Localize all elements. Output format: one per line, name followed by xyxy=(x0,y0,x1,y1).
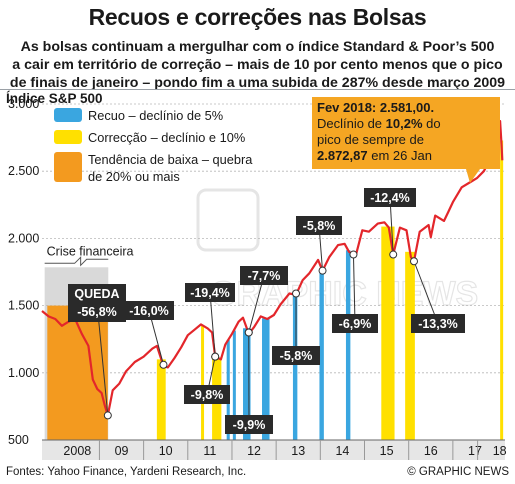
x-tick-label: 14 xyxy=(335,444,349,458)
y-axis-label: Índice S&P 500 xyxy=(6,91,103,106)
band-recuo xyxy=(232,330,236,440)
legend-label: Correcção – declínio e 10% xyxy=(88,130,245,145)
y-tick-label: 1.500 xyxy=(8,299,39,313)
x-tick-label: 15 xyxy=(380,444,394,458)
subtitle-line: As bolsas continuam a mergulhar com o ín… xyxy=(20,39,495,55)
annotation-value: -16,0% xyxy=(129,304,169,318)
annotation-dot xyxy=(318,266,327,275)
callout-line: pico de sempre de xyxy=(317,132,424,147)
x-tick-label: 17 xyxy=(468,444,482,458)
y-tick-label: 2.000 xyxy=(8,231,39,245)
annotation-box xyxy=(240,266,288,285)
annotation-dot xyxy=(103,411,112,420)
legend-swatch-recuo xyxy=(54,108,82,122)
band-correccao xyxy=(381,226,395,440)
band-tendencia xyxy=(47,305,108,440)
legend-label: Tendência de baixa – quebra xyxy=(88,152,253,167)
callout-line: Fev 2018: 2.581,00. xyxy=(317,100,434,115)
annotation-box xyxy=(184,385,230,404)
x-tick-label: 16 xyxy=(424,444,438,458)
annotation-box xyxy=(332,314,378,333)
band-recuo xyxy=(345,250,351,440)
annotation-box xyxy=(364,188,416,207)
annotation-title: QUEDA xyxy=(74,287,119,301)
x-tick-label: 10 xyxy=(159,444,173,458)
band-correccao xyxy=(500,140,504,441)
y-tick-label: 2.500 xyxy=(8,164,39,178)
annotation-value: -7,7% xyxy=(248,269,281,283)
source-note: Fontes: Yahoo Finance, Yardeni Research,… xyxy=(6,466,247,478)
band-recuo xyxy=(243,328,251,440)
y-tick-label: 1.000 xyxy=(8,366,39,380)
annotation-value: -12,4% xyxy=(370,191,410,205)
annotation-leader xyxy=(209,292,216,357)
band-recuo xyxy=(262,318,270,440)
annotation-value: -5,8% xyxy=(280,349,313,363)
annotation-value: -56,8% xyxy=(77,305,117,319)
band-recuo xyxy=(319,268,324,440)
divider xyxy=(0,89,515,90)
annotation-box xyxy=(124,301,174,320)
annotations: QUEDA -56,8% -16,0% -19,4% -9,8% -9,9% -7,7% -5… xyxy=(68,188,465,434)
legend-swatch-correccao xyxy=(54,130,82,144)
callout-line: Declínio de 10,2% do xyxy=(317,116,441,131)
x-tick-label: 12 xyxy=(247,444,261,458)
y-tick-label: 500 xyxy=(8,433,29,447)
x-tick-label: 2008 xyxy=(63,444,91,458)
y-tick-label: 3.000 xyxy=(8,97,39,111)
annotation-dot xyxy=(244,328,253,337)
annotation-dot xyxy=(409,257,418,266)
annotation-dot xyxy=(211,352,220,361)
legend-swatch-tendencia xyxy=(54,152,82,182)
subtitle: As bolsas continuam a mergulhar com o ín… xyxy=(6,38,509,92)
band-correccao xyxy=(156,359,166,440)
band-recuo xyxy=(292,294,298,440)
callout-box xyxy=(312,97,500,183)
x-tick-label: 18 xyxy=(493,444,507,458)
series-line xyxy=(41,120,504,417)
annotation-value: -6,9% xyxy=(339,317,372,331)
annotation-value: -9,9% xyxy=(233,418,266,432)
annotation-dot xyxy=(389,250,398,259)
x-axis-strip xyxy=(42,440,505,460)
annotation-box xyxy=(68,284,126,322)
watermark: GRAPHIC NEWS xyxy=(196,188,479,314)
watermark-logo xyxy=(196,188,260,252)
subtitle-line: a cair em território de correção – mais … xyxy=(12,57,503,73)
band-correccao xyxy=(405,251,415,440)
annotation-box xyxy=(272,346,320,365)
band-correccao xyxy=(201,325,205,440)
legend: Recuo – declínio de 5% Correcção – declín… xyxy=(54,108,253,184)
annotation-box xyxy=(185,283,235,302)
annotation-value: -13,3% xyxy=(418,317,458,331)
annotation-box xyxy=(225,415,273,434)
annotation-leader xyxy=(413,261,439,324)
annotation-dot xyxy=(159,360,168,369)
crisis-bracket xyxy=(44,256,109,267)
annotation-value: -9,8% xyxy=(191,388,224,402)
callout-line: 2.872,87 em 26 Jan xyxy=(317,148,432,163)
subtitle-line: de finais de janeiro – pondo fim a uma s… xyxy=(9,75,506,91)
legend-label: de 20% ou mais xyxy=(88,169,180,184)
annotation-dot xyxy=(292,289,301,298)
annotation-box xyxy=(411,314,465,333)
peak-callout: Fev 2018: 2.581,00.Declínio de 10,2% dop… xyxy=(312,97,500,183)
crisis-label: Crise financeira xyxy=(47,244,134,258)
credit-note: © GRAPHIC NEWS xyxy=(407,466,509,478)
annotation-box xyxy=(296,216,342,235)
annotation-dot xyxy=(349,250,358,259)
annotation-value: -19,4% xyxy=(190,286,230,300)
annotation-leader xyxy=(352,254,356,324)
page-title: Recuos e correções nas Bolsas xyxy=(88,4,427,30)
annotation-value: -5,8% xyxy=(303,219,336,233)
annotation-leader xyxy=(389,197,394,255)
legend-label: Recuo – declínio de 5% xyxy=(88,108,223,123)
x-tick-label: 11 xyxy=(203,444,216,458)
x-tick-label: 09 xyxy=(115,444,129,458)
x-tick-label: 13 xyxy=(291,444,305,458)
